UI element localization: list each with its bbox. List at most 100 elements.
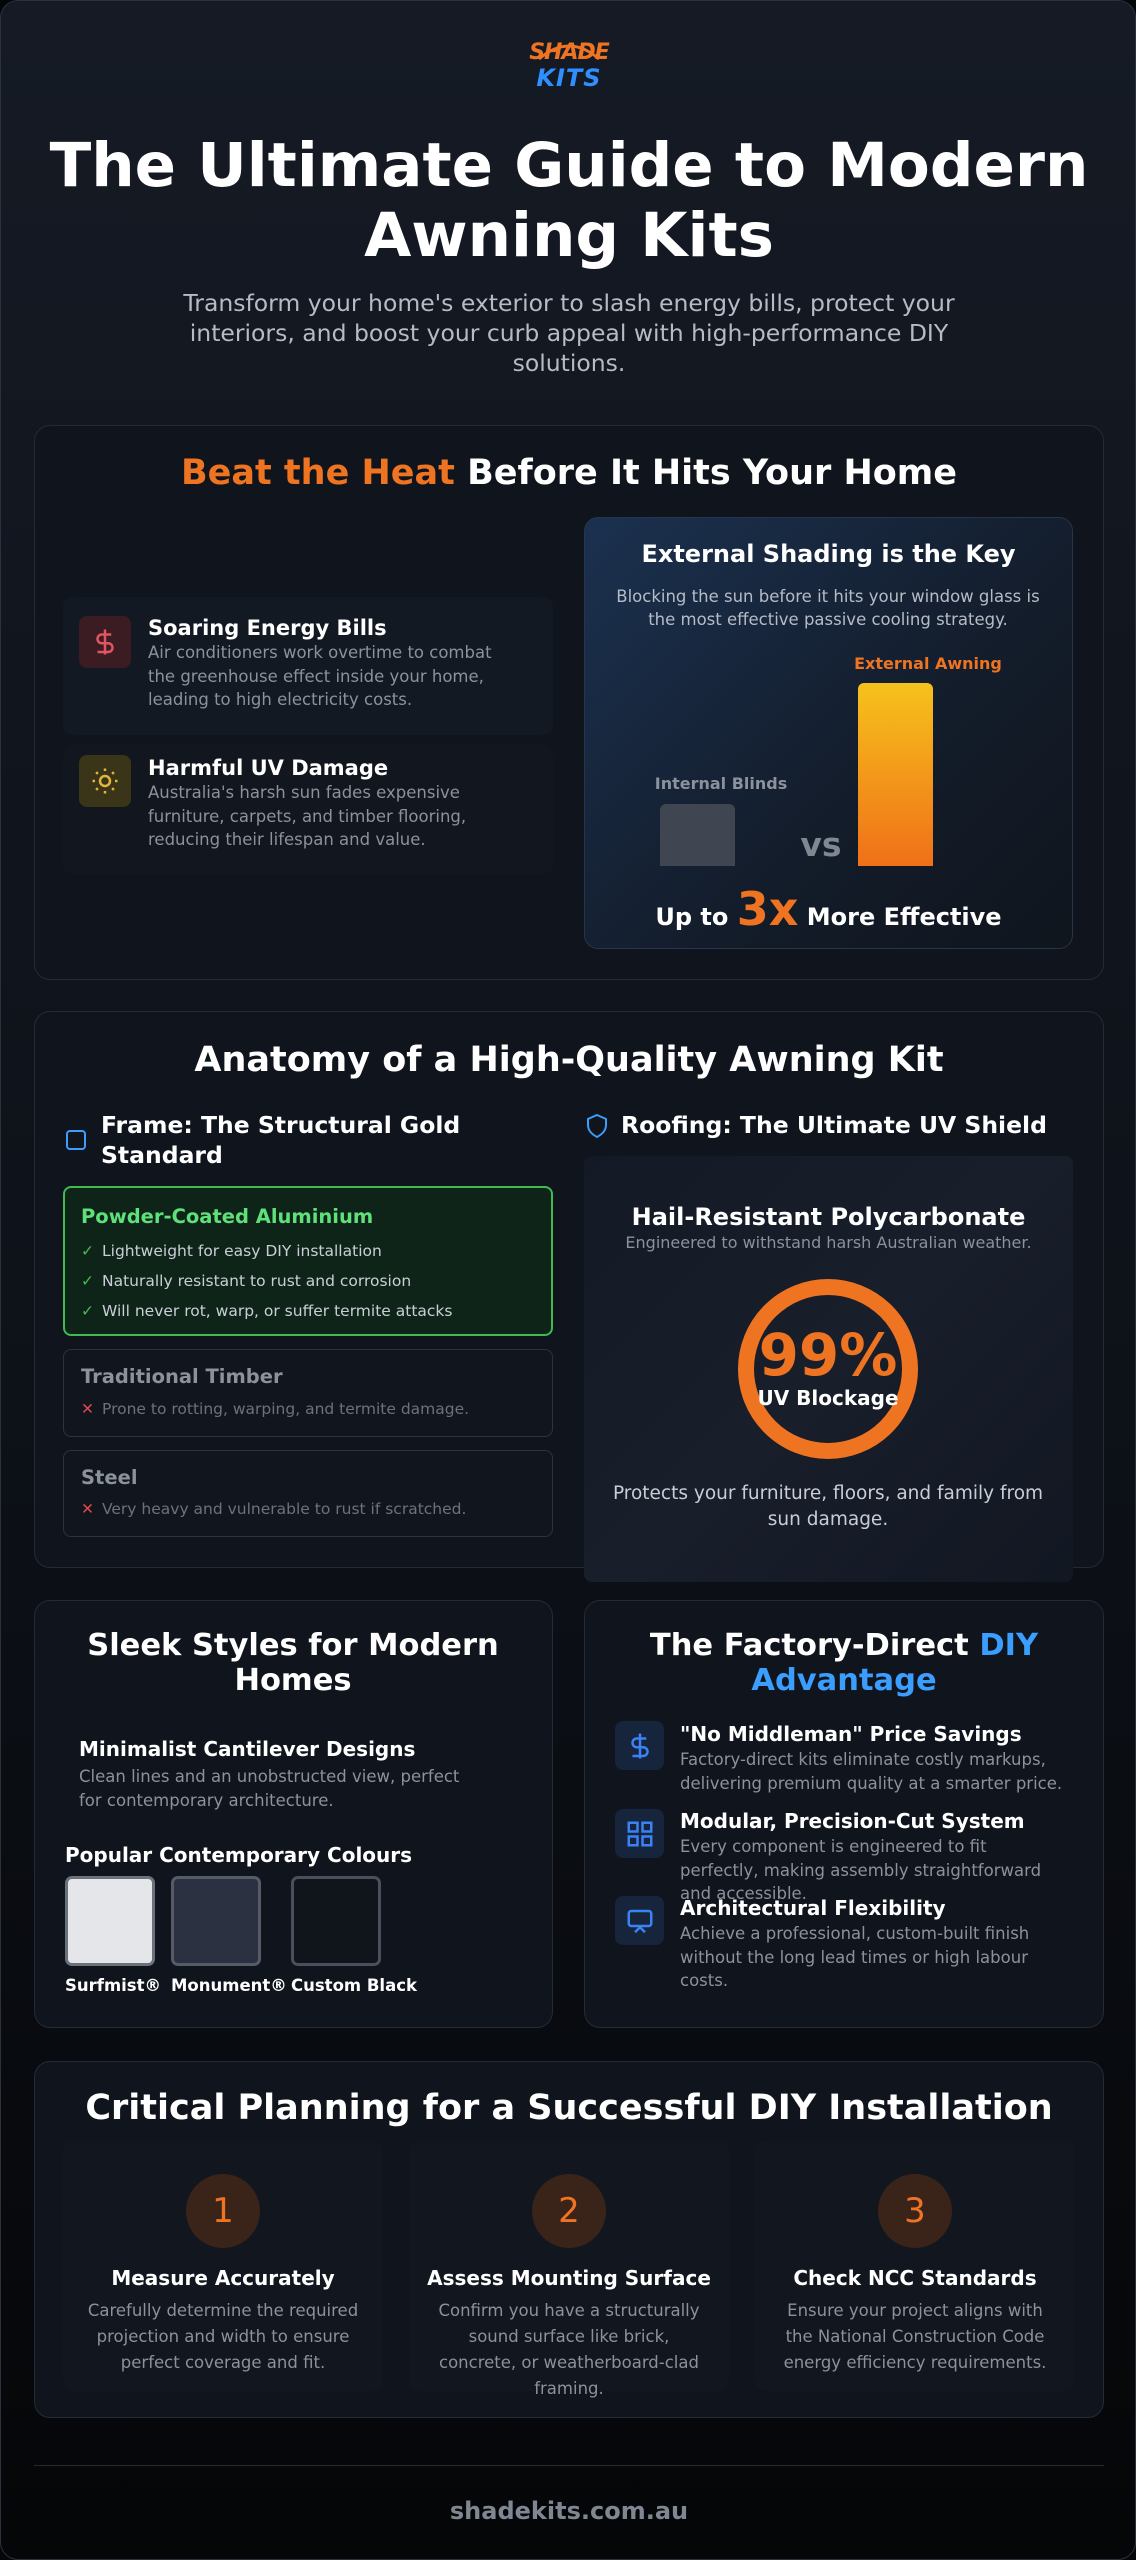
shield-icon	[587, 1113, 607, 1139]
shading-card	[584, 517, 1073, 949]
step-text: Carefully determine the required project…	[87, 2301, 359, 2372]
roofing-text: Protects your furniture, floors, and fam…	[612, 1483, 1044, 1530]
diy-title-highlight: DIY Advantage	[751, 1628, 1039, 1698]
diy-title-rest: The Factory-Direct	[649, 1628, 969, 1663]
external-label: External Awning	[854, 654, 1002, 673]
graphic	[630, 1733, 649, 1758]
diy-section	[584, 1600, 1104, 2028]
diy-item-text: Factory-direct kits eliminate costly mar…	[680, 1750, 1063, 1793]
swatch	[291, 1876, 381, 1966]
internal-label: Internal Blinds	[654, 774, 788, 793]
step-title: Check NCC Standards	[793, 2266, 1037, 2290]
diy-item-text: Every component is engineered to fit per…	[680, 1837, 1042, 1903]
alternative-desc: Very heavy and vulnerable to rust if scr…	[102, 1500, 467, 1518]
check-item: ✓ Naturally resistant to rust and corrosi…	[81, 1266, 452, 1296]
result-suffix: More Effective	[806, 903, 1002, 931]
feature-title: Minimalist Cantilever Designs	[79, 1737, 416, 1761]
graphic	[96, 629, 114, 655]
step-title: Assess Mounting Surface	[427, 2266, 711, 2290]
diy-item-title: Architectural Flexibility	[680, 1896, 946, 1920]
dollar-icon	[79, 616, 131, 668]
alternative-title: Steel	[81, 1466, 138, 1489]
check-text: Will never rot, warp, or suffer termite …	[102, 1302, 453, 1320]
alternative-card	[63, 1450, 553, 1537]
logo: SHADE KITS	[469, 40, 669, 92]
stat-ring	[738, 1279, 918, 1459]
shading-title: External Shading is the Key	[641, 540, 1016, 568]
problem-text: Australia's harsh sun fades expensive fu…	[148, 783, 467, 849]
alternative-desc: Prone to rotting, warping, and termite d…	[102, 1400, 470, 1418]
step-text: Ensure your project aligns with the Nati…	[783, 2301, 1047, 2372]
external-bar	[858, 683, 933, 866]
problem-text: Air conditioners work overtime to combat…	[148, 643, 492, 709]
graphic	[538, 44, 600, 61]
alternative-title: Traditional Timber	[81, 1365, 283, 1388]
graphic	[587, 1113, 607, 1139]
graphic	[627, 1821, 652, 1846]
stat-value: 99%	[758, 1321, 898, 1389]
check-icon: ✓	[81, 1242, 94, 1260]
page-title: The Ultimate Guide to Modern Awning Kits	[49, 130, 1089, 271]
anatomy-title: Anatomy of a High-Quality Awning Kit	[194, 1040, 944, 1080]
heat-title-rest: Before It Hits Your Home	[467, 453, 958, 493]
check-text: Lightweight for easy DIY installation	[102, 1242, 382, 1260]
recommended-title: Powder-Coated Aluminium	[81, 1205, 374, 1228]
step-number: 3	[878, 2174, 952, 2248]
vs-label: vs	[800, 825, 842, 864]
diy-item-title: "No Middleman" Price Savings	[680, 1722, 1022, 1746]
step-text: Confirm you have a structurally sound su…	[438, 2301, 700, 2398]
colours-title: Popular Contemporary Colours	[65, 1843, 413, 1867]
graphic	[640, 1834, 652, 1846]
graphic	[627, 1909, 652, 1933]
footer-divider	[34, 2465, 1104, 2466]
page-subtitle: Transform your home's exterior to slash …	[183, 289, 955, 377]
step-title: Measure Accurately	[111, 2266, 335, 2290]
swatch-label: Monument®	[171, 1976, 287, 1995]
check-icon: ✓	[81, 1272, 94, 1290]
shading-text: Blocking the sun before it hits your win…	[616, 587, 1040, 629]
logo-top: SHADE	[529, 40, 610, 65]
grid-icon	[615, 1809, 664, 1858]
screen-icon	[615, 1896, 664, 1945]
stat-label: UV Blockage	[757, 1386, 899, 1410]
internal-bar	[660, 804, 735, 866]
problem-title: Soaring Energy Bills	[148, 616, 387, 640]
graphic	[627, 1834, 639, 1846]
graphic	[640, 1821, 652, 1833]
swatch-label: Surfmist®	[65, 1976, 162, 1995]
alternative-text: ✕ Prone to rotting, warping, and termite …	[81, 1398, 469, 1420]
roofing-title: Hail-Resistant Polycarbonate	[631, 1203, 1026, 1231]
swatch	[171, 1876, 261, 1966]
sun-icon	[79, 755, 131, 807]
graphic	[630, 1733, 649, 1758]
result: Up to 3x More Effective	[584, 881, 1073, 945]
dollar-icon	[615, 1721, 664, 1770]
result-value: 3x	[736, 882, 799, 936]
swatch-label: Custom Black	[291, 1976, 417, 1995]
graphic	[66, 1130, 86, 1150]
check-list: ✓ Lightweight for easy DIY installation ✓…	[81, 1236, 452, 1326]
feature-text: Clean lines and an unobstructed view, pe…	[79, 1767, 460, 1810]
graphic	[633, 1924, 646, 1933]
step-number: 2	[532, 2174, 606, 2248]
recommended-card	[63, 1186, 553, 1336]
problem-title: Harmful UV Damage	[148, 756, 389, 780]
check-icon: ✓	[81, 1302, 94, 1320]
logo-bottom: KITS	[536, 64, 602, 92]
check-item: ✓ Will never rot, warp, or suffer termite…	[81, 1296, 452, 1326]
styles-title: Sleek Styles for Modern Homes	[87, 1628, 499, 1698]
heat-title: Beat the Heat Before It Hits Your Home	[34, 451, 1104, 495]
swatch	[65, 1876, 155, 1966]
graphic	[92, 768, 118, 794]
diy-title: The Factory-Direct DIY Advantage	[634, 1628, 1054, 1698]
footer-domain: shadekits.com.au	[449, 2497, 689, 2525]
frame-heading: Frame: The Structural Gold Standard	[101, 1111, 461, 1169]
roofing-card	[584, 1156, 1073, 1582]
problem-card	[63, 597, 553, 735]
logo-rays	[538, 44, 600, 61]
graphic	[738, 1279, 918, 1459]
alternative-text: ✕ Very heavy and vulnerable to rust if sc…	[81, 1498, 466, 1520]
step-number: 1	[186, 2174, 260, 2248]
frame-icon	[66, 1130, 86, 1150]
